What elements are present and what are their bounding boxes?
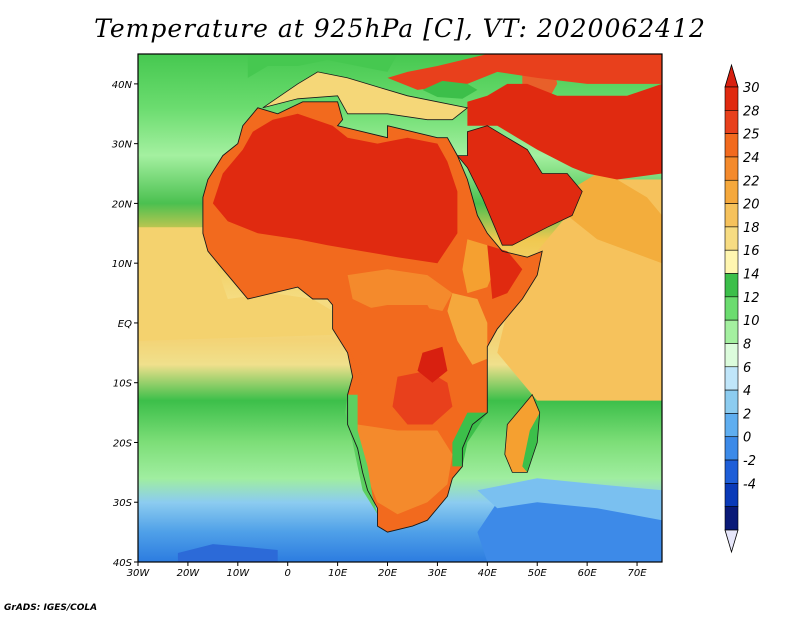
colorbar-label: 4 [743,384,751,399]
lat-label: 30N [112,140,133,151]
mediterranean-sea-outline [262,71,469,121]
namibia-coast-green [345,394,378,515]
colorbar-bottom-arrow [724,529,739,554]
colorbar-label: 2 [743,407,751,422]
ocean-atlantic-west-africa [138,227,333,341]
lon-label: 20W [177,568,201,579]
southern-africa-warm [357,424,453,515]
colorbar-label: 18 [743,221,760,236]
colorbar-label: 30 [743,81,760,96]
colorbar-segment [724,156,739,181]
colorbar-label: -4 [743,477,756,492]
rift-hot-spot [417,346,448,383]
colorbar-segment [724,86,739,111]
colorbar-segment [724,506,739,531]
colorbar-segment [724,296,739,321]
mozambique-coast-green [452,412,488,467]
colorbar-segment [724,273,739,298]
colorbar-segment [724,366,739,391]
colorbar-segment [724,179,739,204]
colorbar-label: 0 [743,431,751,446]
africa-coastline [202,101,543,533]
colorbar-label: 12 [743,291,760,306]
turkey-green [422,80,478,99]
colorbar-label: 25 [743,128,760,143]
lon-label: 40E [478,568,498,579]
lon-label: 70E [628,568,648,579]
colorbar-segment [724,343,739,368]
lat-label: 10N [112,259,133,270]
lon-label: 10W [226,568,250,579]
colorbar-label: 20 [743,198,760,213]
zambia-hot [392,370,453,425]
colorbar-label: 10 [743,314,760,329]
colorbar-segment [724,133,739,158]
lat-label: 40S [113,558,133,569]
colorbar-segment [724,203,739,228]
mediterranean-sea [262,71,468,120]
colorbar-segment [724,389,739,414]
lon-label: 50E [528,568,548,579]
central-africa-warm [347,269,453,311]
colorbar-segment [724,483,739,507]
south-indian-mid [477,478,662,521]
congo-basin-warm [347,305,438,389]
colorbar-segment [724,436,739,461]
middle-east-iran [467,83,662,180]
colorbar-label: 8 [743,337,751,352]
lat-label: 40N [112,80,133,91]
temperature-regions [138,54,662,562]
ocean-arabian-sea [567,173,662,264]
arabian-peninsula-outline [456,125,583,246]
madagascar-outline [504,393,541,473]
colorbar-segment [724,413,739,438]
lon-label: 20E [378,568,398,579]
lon-label: 60E [578,568,598,579]
colorbar-segment [724,249,739,274]
colorbar-top-arrow [724,63,739,88]
colorbar-segment [724,459,739,484]
lat-label: 10S [113,379,133,390]
colorbar-segment [724,110,739,134]
grads-credit: GrADS: IGES/COLA [4,603,98,613]
colorbar-label: 6 [743,361,751,376]
map-axes: 30W 20W 10W 0 10E 20E 30E 40E 50E 60E 70E 40S 30S 20S… [112,80,647,579]
lon-label: 10E [328,568,348,579]
colorbar-label: 28 [743,104,760,119]
colorbar-label: 22 [743,174,760,189]
arabian-peninsula [457,125,583,246]
colorbar-label: 14 [743,268,760,283]
alps-green [247,54,398,78]
lat-label: EQ [118,319,132,330]
colorbar-label: -2 [743,454,756,469]
colorbar-label: 24 [743,151,760,166]
madagascar-east-green [522,412,540,473]
lon-label: 30W [127,568,151,579]
lat-label: 20N [112,199,133,210]
east-africa-cool [447,293,488,365]
lon-label: 30E [428,568,448,579]
colorbar-segment [724,226,739,251]
lat-label: 30S [113,498,133,509]
map-title: Temperature at 925hPa [C], VT: 202006241… [94,14,706,43]
lon-label: 0 [285,568,291,579]
northern-edge-warm [387,54,662,90]
colorbar-segment [724,319,739,344]
south-indian-cold [477,496,662,562]
sahara-hot [212,113,458,264]
map-frame [137,53,663,563]
cold-core-south-atlantic [177,544,278,562]
lat-label: 20S [113,438,133,449]
colorbar-label: 16 [743,244,760,259]
horn-warm [487,245,523,299]
